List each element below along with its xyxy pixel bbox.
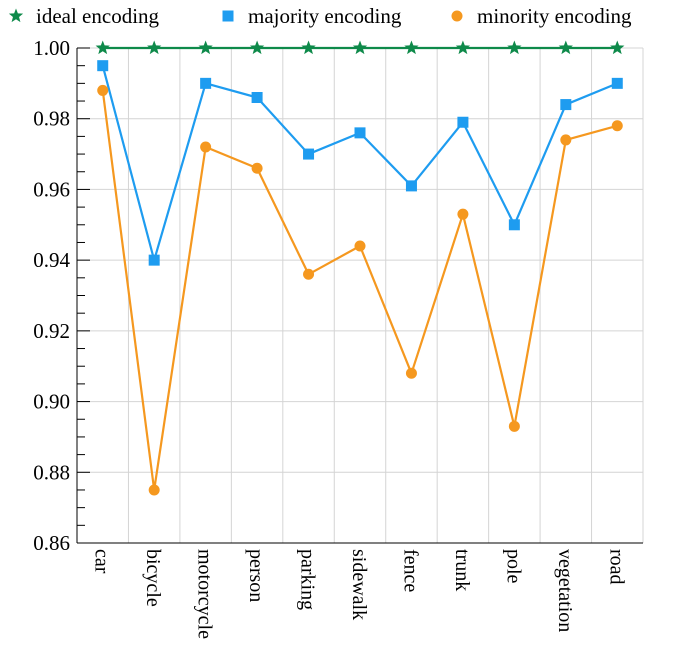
series <box>95 40 625 496</box>
x-category-label: parking <box>297 549 319 610</box>
legend-item: minority encoding <box>451 4 632 28</box>
x-category-label: bicycle <box>142 549 164 607</box>
legend-marker <box>8 8 24 23</box>
data-point <box>611 120 623 132</box>
data-point <box>404 40 419 55</box>
data-point <box>147 40 162 55</box>
legend-label: majority encoding <box>248 4 402 28</box>
data-point <box>610 40 625 55</box>
data-point <box>198 40 213 55</box>
legend-item: ideal encoding <box>8 4 160 28</box>
data-point <box>560 134 572 146</box>
x-category-label: road <box>605 549 627 585</box>
data-point <box>352 40 368 55</box>
y-tick-label: 0.88 <box>33 460 70 484</box>
y-tick-label: 1.00 <box>33 36 70 60</box>
data-point <box>303 148 315 160</box>
x-category-label: trunk <box>451 549 473 591</box>
x-category-label: pole <box>502 549 524 584</box>
data-point <box>148 484 160 496</box>
x-category-label: sidewalk <box>348 549 370 620</box>
data-point <box>508 420 520 432</box>
data-point <box>97 84 109 96</box>
legend-marker <box>222 10 234 22</box>
axes <box>76 47 643 544</box>
data-point <box>457 116 469 128</box>
series-star <box>95 40 625 55</box>
data-point <box>354 240 366 252</box>
y-tick-label: 0.90 <box>33 390 70 414</box>
y-tick-label: 0.98 <box>33 107 70 131</box>
x-category-label: person <box>245 549 267 602</box>
data-point <box>508 219 520 231</box>
data-point <box>251 92 263 103</box>
data-point <box>455 40 471 55</box>
series-square <box>97 60 623 266</box>
data-point <box>507 40 522 55</box>
series-circle <box>97 84 623 496</box>
data-point <box>251 162 263 174</box>
x-category-label: fence <box>399 549 421 592</box>
legend-item: majority encoding <box>222 4 402 28</box>
y-tick-labels: 0.86 0.88 0.90 0.92 0.94 0.96 0.98 1.00 <box>33 36 70 555</box>
y-tick-label: 0.92 <box>33 319 70 343</box>
data-point <box>200 141 212 153</box>
y-tick-label: 0.86 <box>33 531 70 555</box>
y-tick-label: 0.96 <box>33 177 70 201</box>
x-category-label: vegetation <box>554 549 576 632</box>
data-point <box>249 40 265 55</box>
x-category-label: car <box>91 549 113 574</box>
data-point <box>405 367 417 379</box>
data-point <box>200 77 212 89</box>
legend-label: minority encoding <box>477 4 632 28</box>
data-point <box>611 77 623 89</box>
data-point <box>97 60 109 72</box>
x-category-label: motorcycle <box>194 549 216 639</box>
data-point <box>405 180 417 192</box>
legend-label: ideal encoding <box>36 4 160 28</box>
data-point <box>560 99 572 111</box>
data-point <box>303 268 315 280</box>
data-point <box>148 254 160 266</box>
data-point <box>354 127 366 139</box>
legend-marker <box>451 10 463 22</box>
data-point <box>457 208 469 220</box>
x-tick-labels: car bicycle motorcycle person parking sidewal… <box>91 549 628 639</box>
data-point <box>558 40 573 55</box>
y-tick-label: 0.94 <box>33 248 70 272</box>
legend: ideal encoding majority encoding minority … <box>8 4 632 28</box>
data-point <box>301 40 316 55</box>
data-point <box>95 40 110 55</box>
